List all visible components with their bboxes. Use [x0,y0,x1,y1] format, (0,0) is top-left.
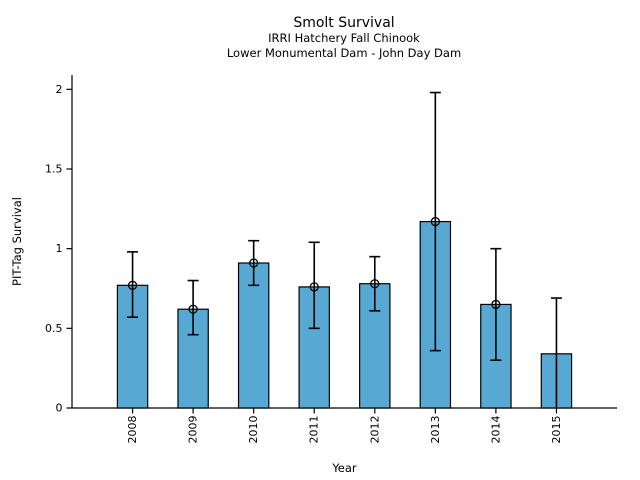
x-tick-label: 2008 [126,416,139,444]
x-tick-label: 2013 [429,416,442,444]
x-tick-label: 2011 [308,416,321,444]
point-marker [370,279,380,289]
point-marker [309,282,319,292]
chart-title: Smolt Survival [293,15,394,31]
point-marker [188,304,198,314]
x-tick-label: 2015 [550,416,563,444]
x-tick-label: 2009 [187,416,200,444]
x-tick-label: 2010 [247,416,260,444]
y-axis-label: PIT-Tag Survival [10,197,24,286]
y-tick-label: 0 [56,402,63,415]
bar-2010 [237,262,270,409]
y-tick-label: 2 [56,83,63,96]
y-tick-label: 1.5 [45,163,63,176]
point-marker [430,216,440,227]
plot-area: 0 0.5 1 1.5 2 2008 2009 2010 2011 2012 2013 2014 201… [45,75,617,444]
point-marker [491,299,501,310]
x-tick-label: 2014 [489,416,502,444]
x-tick-label: 2012 [368,416,381,444]
y-tick-label: 1 [56,242,63,255]
point-marker [249,258,259,268]
point-marker [127,280,138,290]
x-axis-label: Year [331,461,357,475]
chart-subtitle-line1: IRRI Hatchery Fall Chinook [268,31,420,45]
y-tick-label: 0.5 [45,322,63,335]
chart-subtitle-line2: Lower Monumental Dam - John Day Dam [227,46,461,60]
